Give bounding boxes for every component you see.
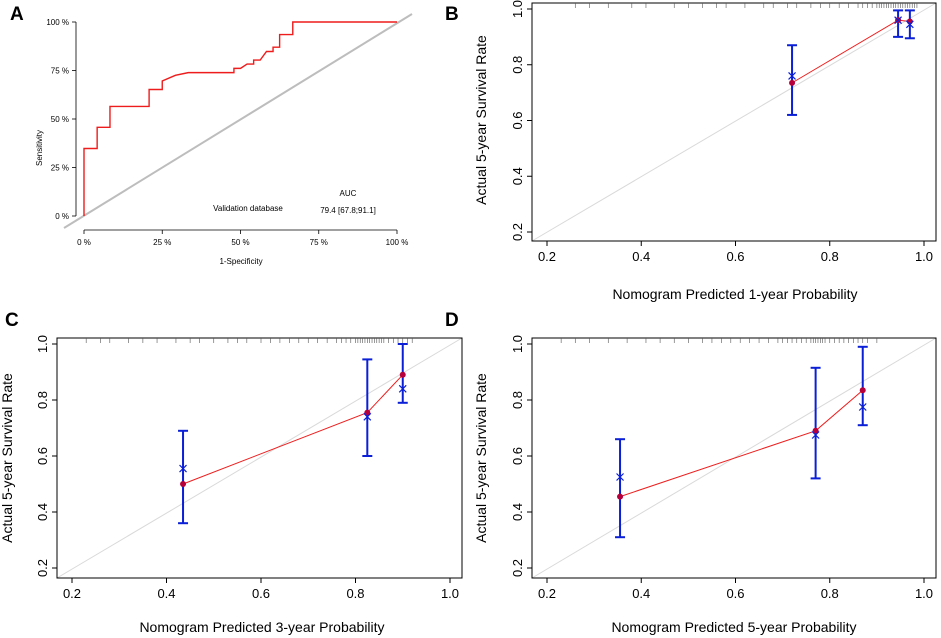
d-y-tick-label: 0.4 xyxy=(510,503,525,521)
c-calibration-line xyxy=(182,374,404,485)
b-x-axis-title: Nomogram Predicted 1-year Probability xyxy=(612,286,857,302)
d-y-tick-label: 0.6 xyxy=(510,447,525,465)
b-y-tick-label: 1.0 xyxy=(510,0,525,18)
c-x-tick-label: 0.2 xyxy=(63,586,81,601)
b-x-tick-label: 0.2 xyxy=(538,249,556,264)
roc-y-tick-label: 50 % xyxy=(51,115,69,124)
panel-a-roc: A Sensitivity 1-Specificity Validation d… xyxy=(10,4,413,266)
d-y-tick-label: 1.0 xyxy=(510,335,525,353)
d-corrected-marker xyxy=(858,403,867,411)
c-x-tick-label: 0.6 xyxy=(252,586,270,601)
b-ideal-line xyxy=(531,2,937,242)
roc-annotation-label: Validation database xyxy=(213,204,283,213)
b-calibration-line xyxy=(791,19,910,84)
roc-x-tick-label: 0 % xyxy=(77,238,91,247)
roc-y-tick-label: 0 % xyxy=(55,212,69,221)
d-corrected-marker xyxy=(811,431,820,439)
c-y-tick-label: 1.0 xyxy=(35,335,50,353)
d-y-tick-label: 0.8 xyxy=(510,391,525,409)
c-x-axis-title: Nomogram Predicted 3-year Probability xyxy=(139,619,384,635)
c-observed-point xyxy=(399,371,406,378)
c-corrected-marker xyxy=(179,464,187,473)
c-ideal-line xyxy=(56,337,463,579)
c-observed-point xyxy=(180,481,187,487)
roc-x-tick-label: 50 % xyxy=(231,238,249,247)
d-calibration-line xyxy=(619,389,864,498)
c-y-tick-label: 0.4 xyxy=(35,503,50,521)
d-corrected-marker xyxy=(616,473,624,481)
roc-auc-header: AUC xyxy=(340,189,357,198)
roc-y-tick-label: 25 % xyxy=(51,164,69,173)
b-plot-frame xyxy=(531,2,937,242)
roc-curve xyxy=(83,21,397,216)
d-x-tick-label: 0.4 xyxy=(632,586,650,601)
c-plot-frame xyxy=(56,337,463,579)
c-corrected-marker xyxy=(363,412,372,421)
panel-label-a: A xyxy=(10,4,24,25)
c-x-tick-label: 0.4 xyxy=(157,586,175,601)
roc-reference-line xyxy=(63,13,413,229)
c-x-tick-label: 0.8 xyxy=(346,586,364,601)
panel-d-calibration-5yr: D Nomogram Predicted 5-year Probability … xyxy=(445,310,937,635)
d-y-axis-title: Actual 5-year Survival Rate xyxy=(473,373,489,543)
b-x-tick-label: 0.8 xyxy=(821,249,839,264)
b-corrected-marker xyxy=(788,71,796,80)
panel-b-calibration-1yr: B Nomogram Predicted 1-year Probability … xyxy=(445,0,937,302)
b-y-tick-label: 0.8 xyxy=(510,56,525,74)
roc-x-tick-label: 100 % xyxy=(386,238,409,247)
c-y-axis-title: Actual 5-year Survival Rate xyxy=(0,373,15,543)
panel-label-c: C xyxy=(5,310,19,331)
panel-c-calibration-3yr: C Nomogram Predicted 3-year Probability … xyxy=(0,310,463,635)
b-y-tick-label: 0.4 xyxy=(510,167,525,185)
c-y-tick-label: 0.6 xyxy=(35,447,50,465)
panel-label-d: D xyxy=(445,310,459,331)
d-x-axis-title: Nomogram Predicted 5-year Probability xyxy=(611,619,856,635)
c-x-tick-label: 1.0 xyxy=(441,586,459,601)
roc-y-tick-label: 100 % xyxy=(46,18,69,27)
roc-y-tick-label: 75 % xyxy=(51,67,69,76)
d-observed-point xyxy=(617,493,624,500)
c-observed-point xyxy=(364,409,371,416)
b-y-axis-title: Actual 5-year Survival Rate xyxy=(473,35,489,205)
roc-auc-value: 79.4 [67.8;91.1] xyxy=(320,206,376,215)
roc-x-axis-title: 1-Specificity xyxy=(219,257,262,266)
c-y-tick-label: 0.8 xyxy=(35,391,50,409)
d-x-tick-label: 0.2 xyxy=(538,586,556,601)
panel-label-b: B xyxy=(445,4,459,25)
d-x-tick-label: 0.6 xyxy=(726,586,744,601)
d-y-tick-label: 0.2 xyxy=(510,559,525,577)
b-corrected-marker xyxy=(894,16,903,25)
b-y-tick-label: 0.2 xyxy=(510,223,525,241)
b-observed-point xyxy=(789,79,796,86)
c-corrected-marker xyxy=(398,384,407,393)
c-y-tick-label: 0.2 xyxy=(35,559,50,577)
d-x-tick-label: 1.0 xyxy=(915,586,933,601)
roc-x-tick-label: 75 % xyxy=(310,238,328,247)
roc-y-axis-title: Sensitivity xyxy=(35,130,44,166)
b-corrected-marker xyxy=(905,20,914,29)
b-x-tick-label: 0.4 xyxy=(632,249,650,264)
b-x-tick-label: 1.0 xyxy=(915,249,933,264)
b-x-tick-label: 0.6 xyxy=(726,249,744,264)
b-y-tick-label: 0.6 xyxy=(510,111,525,129)
roc-x-tick-label: 25 % xyxy=(153,238,171,247)
d-observed-point xyxy=(859,387,866,394)
d-observed-point xyxy=(812,427,819,434)
d-x-tick-label: 0.8 xyxy=(821,586,839,601)
d-plot-frame xyxy=(531,337,937,579)
